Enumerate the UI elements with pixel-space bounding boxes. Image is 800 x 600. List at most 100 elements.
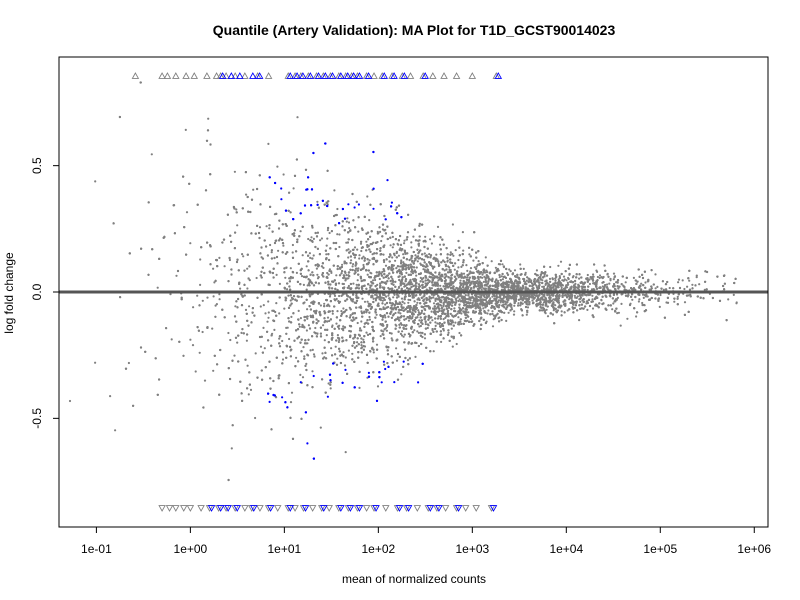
data-point	[355, 344, 358, 348]
data-point	[362, 311, 366, 314]
data-point	[522, 267, 525, 270]
data-point	[347, 349, 350, 352]
data-point	[196, 294, 199, 297]
data-point	[497, 317, 500, 320]
data-point	[94, 361, 97, 364]
data-point	[727, 298, 730, 301]
data-point	[325, 253, 328, 256]
data-point	[551, 277, 554, 280]
data-point	[299, 373, 302, 376]
data-point	[453, 268, 456, 271]
data-point	[414, 355, 417, 358]
data-point	[399, 247, 402, 250]
data-point	[606, 283, 609, 286]
data-point	[673, 300, 676, 303]
data-point	[213, 281, 216, 284]
data-point	[308, 252, 311, 255]
data-point	[430, 310, 433, 313]
data-point	[418, 319, 421, 322]
data-point	[620, 302, 623, 305]
data-point	[270, 251, 273, 254]
data-point	[418, 325, 421, 328]
data-point	[440, 340, 443, 343]
data-point	[598, 274, 602, 277]
data-point	[592, 275, 595, 278]
data-point	[372, 351, 375, 354]
data-point	[578, 277, 581, 280]
data-point	[268, 227, 271, 230]
data-point	[291, 251, 294, 254]
data-point	[289, 267, 292, 270]
data-point	[376, 385, 380, 388]
data-point	[381, 299, 384, 302]
data-point	[395, 267, 398, 270]
data-point	[442, 318, 445, 321]
data-point	[109, 395, 112, 398]
data-point	[248, 279, 251, 282]
data-point	[616, 312, 619, 315]
data-point	[306, 317, 309, 320]
data-point	[356, 279, 359, 282]
nonsignificant-points	[68, 81, 738, 482]
data-point	[485, 269, 488, 272]
data-point	[535, 284, 538, 287]
data-point	[379, 335, 382, 338]
data-point	[379, 230, 382, 233]
data-point	[306, 308, 309, 311]
data-point	[654, 273, 657, 276]
data-point	[387, 294, 390, 297]
data-point	[289, 299, 292, 302]
data-point	[586, 273, 589, 277]
data-point	[289, 401, 293, 404]
data-point	[395, 359, 399, 362]
data-point	[626, 317, 629, 320]
data-point	[469, 267, 473, 270]
data-point	[448, 266, 451, 269]
data-point	[475, 265, 478, 268]
data-point	[199, 283, 202, 286]
data-point	[429, 238, 432, 241]
data-point	[374, 278, 377, 282]
data-point	[291, 243, 294, 247]
data-point	[298, 325, 301, 328]
data-point	[624, 281, 627, 284]
data-point	[218, 293, 221, 296]
data-point	[305, 362, 308, 365]
data-point	[337, 300, 340, 303]
data-point	[688, 279, 691, 282]
data-point	[566, 281, 570, 284]
data-point	[683, 301, 687, 304]
data-point	[384, 303, 387, 306]
data-point	[312, 353, 316, 356]
data-point	[424, 285, 427, 288]
data-point	[360, 320, 363, 323]
data-point	[391, 235, 394, 238]
data-point	[370, 347, 373, 350]
data-point	[362, 344, 365, 348]
data-point	[436, 317, 440, 320]
data-point	[600, 299, 603, 302]
data-point	[278, 312, 281, 315]
data-point	[94, 180, 97, 183]
data-point	[579, 300, 582, 303]
data-point	[212, 295, 215, 298]
data-point	[241, 253, 244, 256]
data-point	[68, 399, 72, 403]
data-point	[423, 337, 427, 340]
data-point	[436, 225, 440, 228]
data-point	[246, 364, 249, 367]
data-point	[382, 330, 385, 333]
data-point	[242, 255, 245, 258]
data-point	[283, 307, 286, 310]
data-point	[252, 188, 255, 191]
data-point	[254, 352, 257, 355]
data-point	[492, 314, 495, 317]
data-point	[245, 339, 248, 342]
data-point	[299, 230, 302, 233]
data-point	[462, 272, 466, 275]
data-point	[483, 269, 486, 272]
data-point	[390, 337, 393, 340]
data-point	[552, 309, 555, 312]
data-point	[456, 312, 459, 315]
